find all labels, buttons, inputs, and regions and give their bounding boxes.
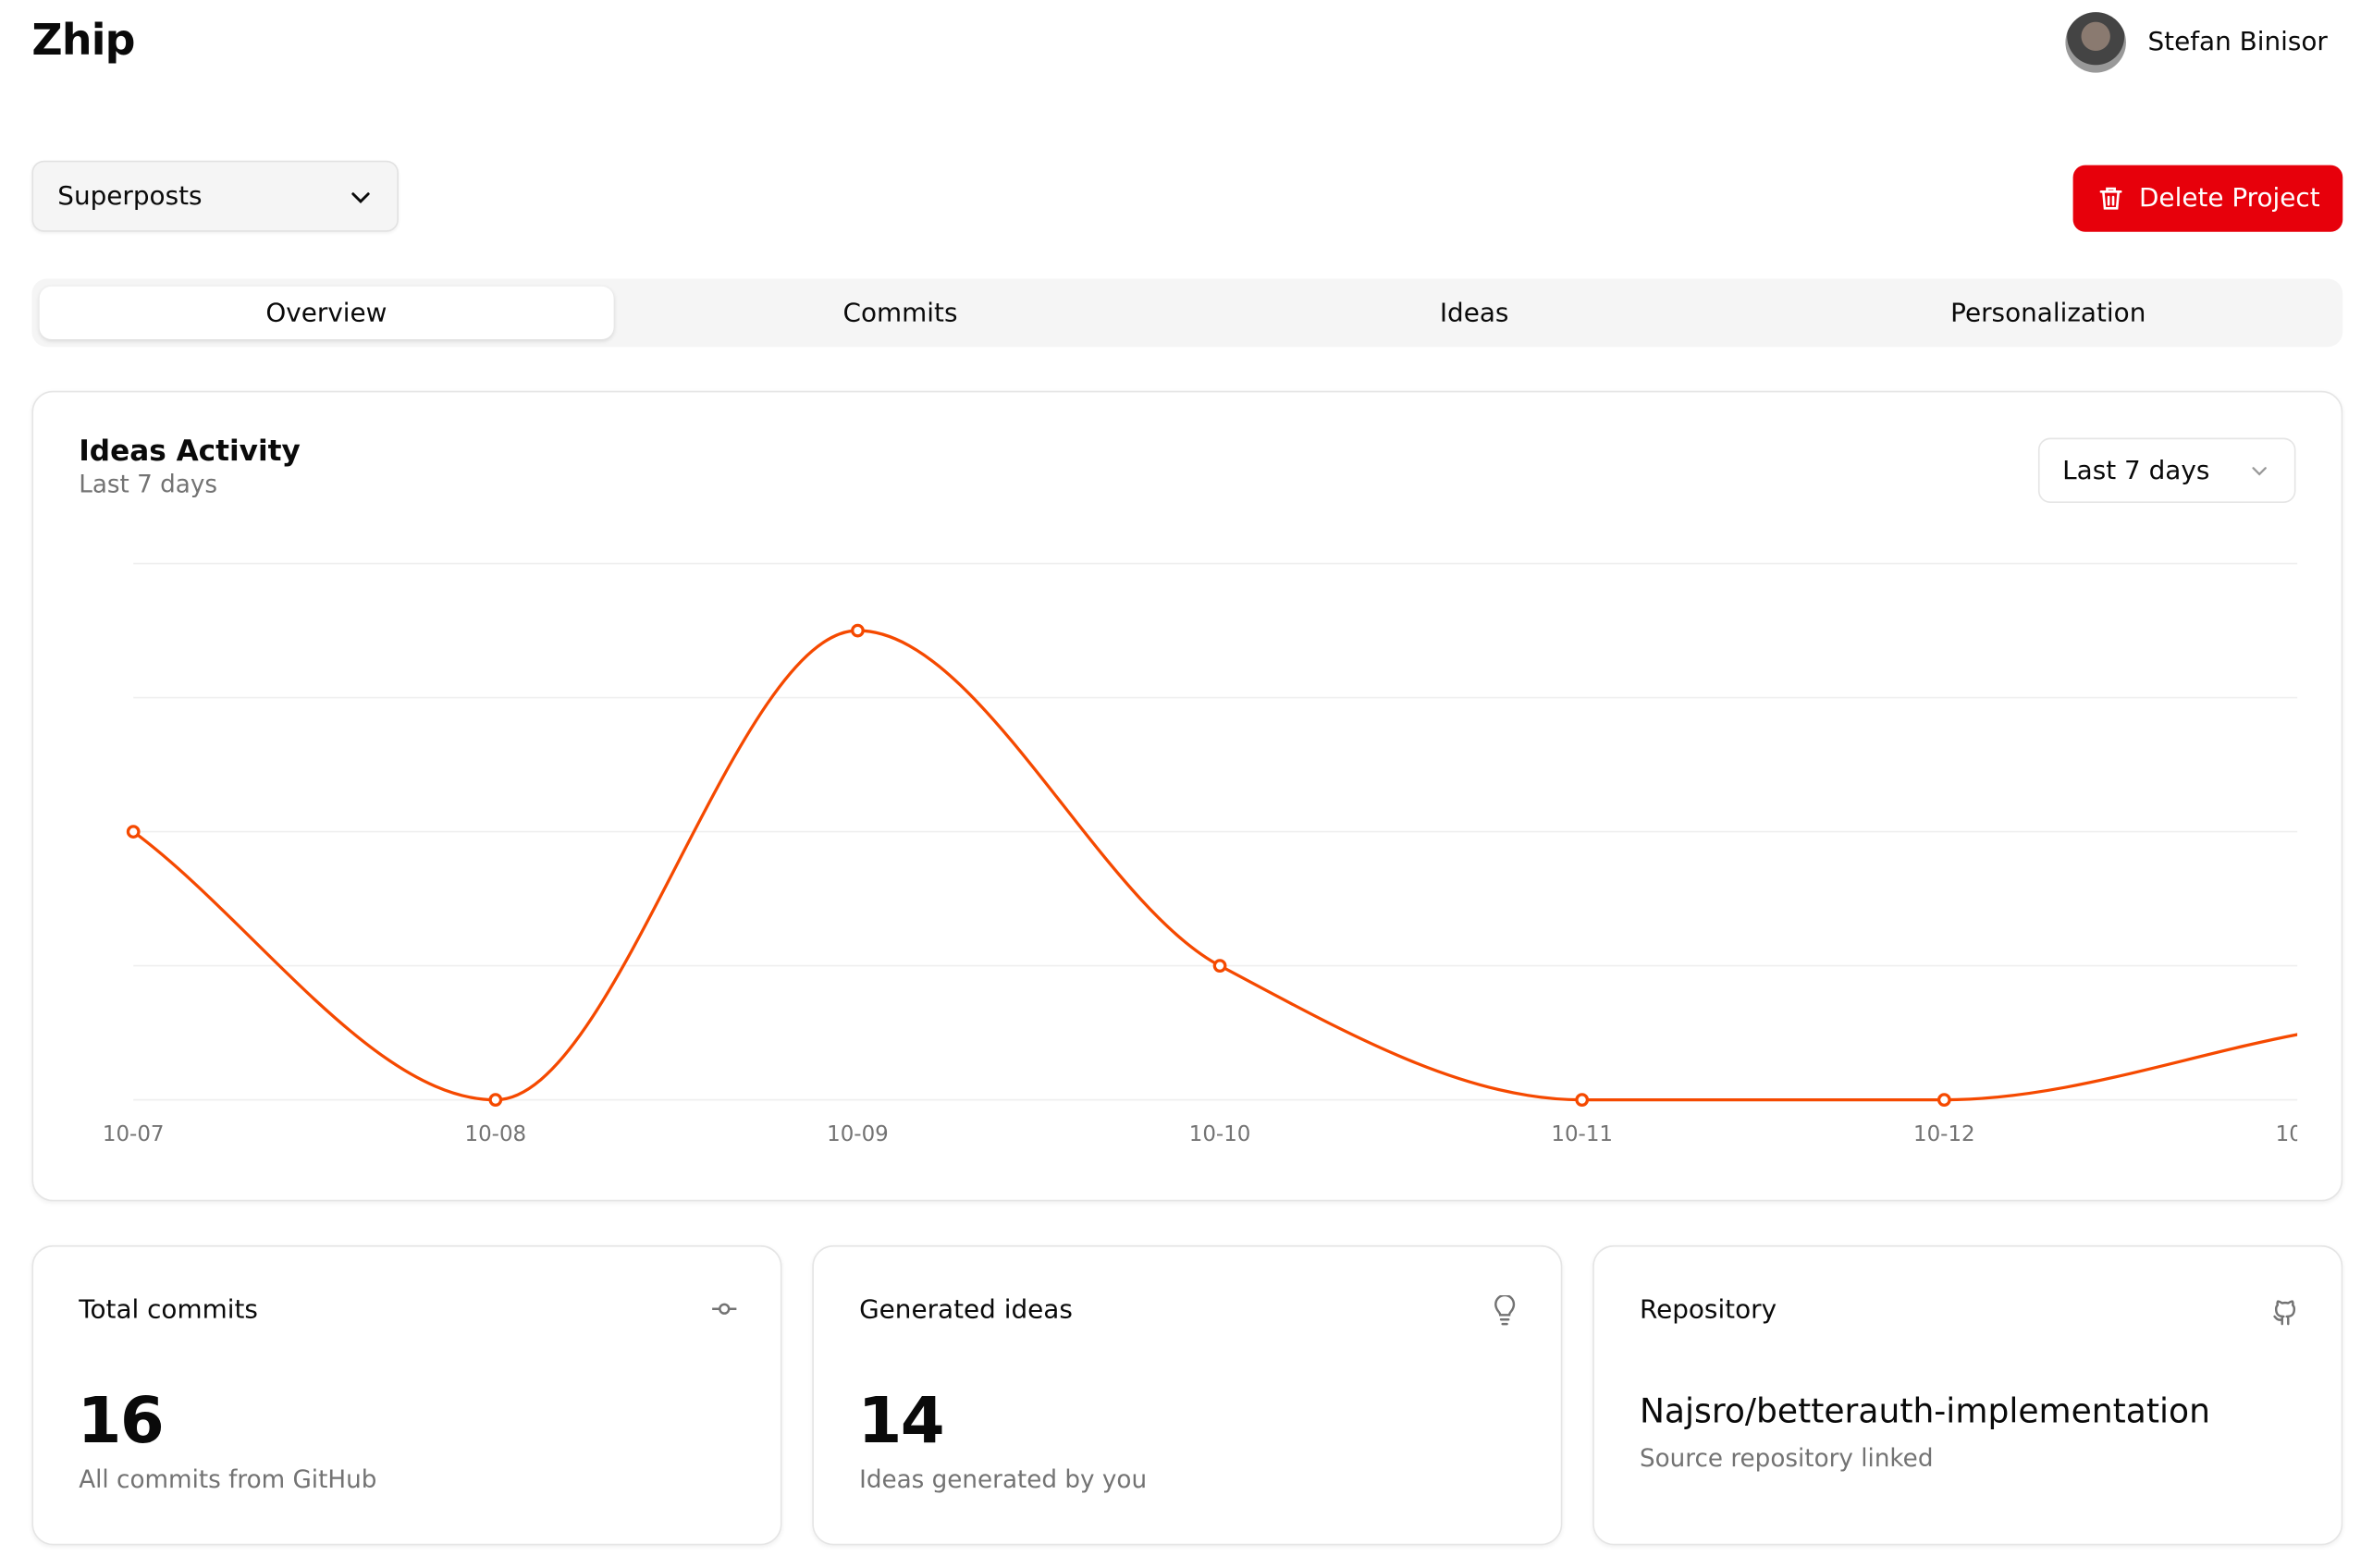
total-commits-card: Total commits 16 All commits from GitHub bbox=[31, 1244, 782, 1546]
tab-bar: Overview Commits Ideas Personalization bbox=[31, 278, 2343, 348]
chevron-down-icon bbox=[2252, 466, 2267, 475]
x-tick-label: 10-08 bbox=[464, 1122, 526, 1146]
tab-personalization[interactable]: Personalization bbox=[1950, 297, 2146, 328]
tab-commits[interactable]: Commits bbox=[842, 297, 958, 328]
github-icon bbox=[2273, 1300, 2296, 1326]
project-select[interactable]: Superposts bbox=[31, 160, 399, 232]
chart-title: Ideas Activity bbox=[79, 435, 301, 469]
ideas-line-chart: 10-07 10-08 10-09 10-10 10-11 10-12 10-13 bbox=[103, 562, 2298, 1146]
user-name: Stefan Binisor bbox=[2147, 27, 2328, 58]
delete-project-label: Delete Project bbox=[2138, 183, 2320, 214]
data-point bbox=[488, 1093, 503, 1107]
stat-description: Source repository linked bbox=[1639, 1443, 1934, 1473]
x-tick-label: 10-09 bbox=[827, 1122, 889, 1146]
ideas-activity-card: Ideas Activity Last 7 days Last 7 days 1… bbox=[31, 390, 2343, 1202]
series-line-ideas bbox=[132, 629, 2298, 1102]
chart-subtitle: Last 7 days bbox=[79, 469, 218, 499]
stat-value: 14 bbox=[857, 1383, 944, 1458]
tab-ideas[interactable]: Ideas bbox=[1439, 297, 1509, 328]
data-point bbox=[126, 825, 141, 839]
repository-name[interactable]: Najsro/betterauth-implementation bbox=[1639, 1393, 2210, 1432]
stat-label: Generated ideas bbox=[859, 1295, 1073, 1326]
stat-description: Ideas generated by you bbox=[859, 1464, 1148, 1494]
project-select-value: Superposts bbox=[57, 180, 203, 212]
x-tick-label: 10-12 bbox=[1913, 1122, 1975, 1146]
app-logo: Zhip bbox=[31, 15, 135, 66]
avatar bbox=[2066, 12, 2127, 73]
stat-description: All commits from GitHub bbox=[79, 1464, 377, 1494]
stat-value: 16 bbox=[77, 1383, 165, 1458]
x-tick-label: 10-13 bbox=[2276, 1122, 2297, 1146]
stat-label: Repository bbox=[1639, 1295, 1777, 1326]
data-point bbox=[1212, 959, 1227, 973]
x-tick-label: 10-10 bbox=[1189, 1122, 1251, 1146]
repository-card: Repository Najsro/betterauth-implementat… bbox=[1592, 1244, 2343, 1546]
trash-icon bbox=[2098, 187, 2121, 210]
user-menu[interactable]: Stefan Binisor bbox=[2066, 12, 2328, 73]
tab-overview[interactable]: Overview bbox=[39, 286, 614, 340]
data-point bbox=[1937, 1093, 1951, 1107]
x-tick-label: 10-07 bbox=[103, 1122, 165, 1146]
range-select[interactable]: Last 7 days bbox=[2037, 437, 2296, 504]
data-point bbox=[851, 623, 865, 638]
delete-project-button[interactable]: Delete Project bbox=[2072, 165, 2343, 232]
range-select-value: Last 7 days bbox=[2062, 455, 2210, 486]
lightbulb-icon bbox=[1494, 1295, 1516, 1326]
stat-label: Total commits bbox=[79, 1295, 258, 1326]
generated-ideas-card: Generated ideas 14 Ideas generated by yo… bbox=[812, 1244, 1563, 1546]
x-tick-label: 10-11 bbox=[1551, 1122, 1613, 1146]
data-point bbox=[1575, 1093, 1590, 1107]
git-commit-icon bbox=[712, 1303, 737, 1315]
chevron-down-icon bbox=[351, 191, 370, 203]
